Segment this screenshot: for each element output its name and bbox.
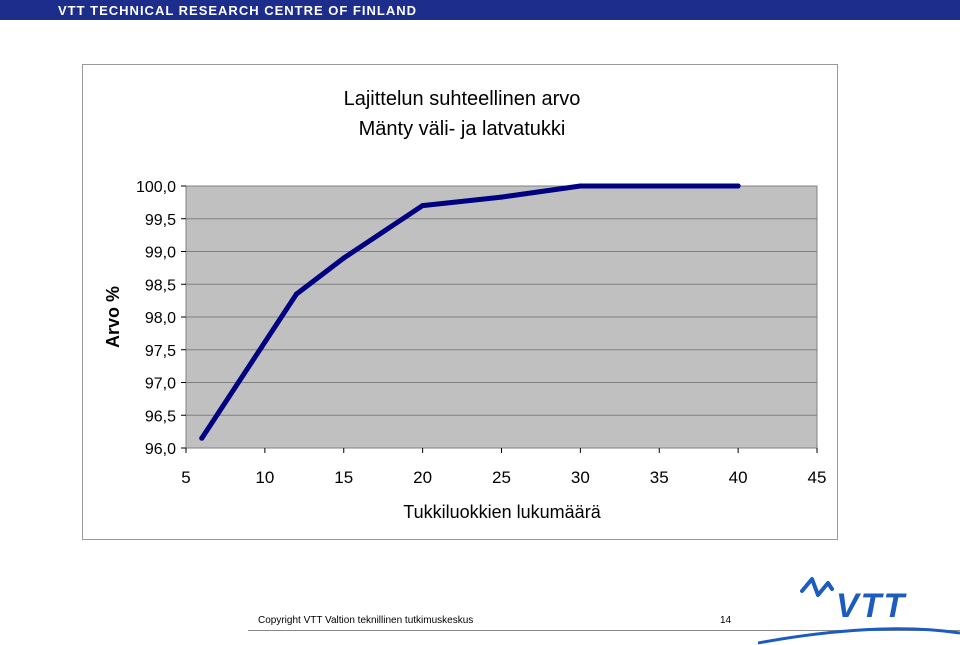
data-point	[293, 291, 299, 297]
y-tick-label: 98,5	[145, 277, 176, 294]
y-tick-label: 96,0	[145, 441, 176, 458]
data-point	[341, 255, 347, 261]
y-axis-label: Arvo %	[103, 286, 123, 348]
y-tick-label: 97,5	[145, 343, 176, 360]
vtt-logo: VTT	[758, 577, 960, 645]
page-number: 14	[720, 615, 732, 626]
x-tick-label: 10	[255, 468, 274, 487]
x-tick-label: 45	[808, 468, 827, 487]
x-tick-label: 15	[334, 468, 353, 487]
org-name: VTT TECHNICAL RESEARCH CENTRE OF FINLAND	[58, 3, 417, 18]
chart-subtitle: Mänty väli- ja latvatukki	[359, 118, 566, 140]
footer-divider	[248, 630, 960, 631]
logo-wave-icon	[800, 577, 834, 597]
x-tick-label: 35	[650, 468, 669, 487]
chart: Lajittelun suhteellinen arvo Mänty väli-…	[103, 88, 827, 522]
chart-frame: Lajittelun suhteellinen arvo Mänty väli-…	[82, 64, 838, 540]
y-tick-label: 99,0	[145, 245, 176, 262]
x-tick-label: 40	[729, 468, 748, 487]
logo-swoosh-icon	[758, 627, 960, 645]
logo-text: VTT	[836, 587, 907, 625]
data-point	[420, 203, 426, 209]
y-tick-label: 99,5	[145, 212, 176, 229]
header-bar: VTT TECHNICAL RESEARCH CENTRE OF FINLAND	[0, 0, 960, 20]
y-tick-label: 96,5	[145, 408, 176, 425]
x-tick-label: 20	[413, 468, 432, 487]
x-tick-label: 5	[181, 468, 190, 487]
x-tick-label: 25	[492, 468, 511, 487]
data-point	[735, 183, 741, 189]
x-axis-label: Tukkiluokkien lukumäärä	[403, 502, 601, 522]
chart-title: Lajittelun suhteellinen arvo	[344, 88, 581, 110]
y-tick-label: 100,0	[136, 179, 176, 196]
data-point	[199, 435, 205, 441]
x-tick-label: 30	[571, 468, 590, 487]
data-point	[577, 183, 583, 189]
y-tick-label: 98,0	[145, 310, 176, 327]
data-point	[499, 194, 504, 200]
footer-copyright: Copyright VTT Valtion teknillinen tutkim…	[258, 615, 474, 626]
y-tick-label: 97,0	[145, 376, 176, 393]
